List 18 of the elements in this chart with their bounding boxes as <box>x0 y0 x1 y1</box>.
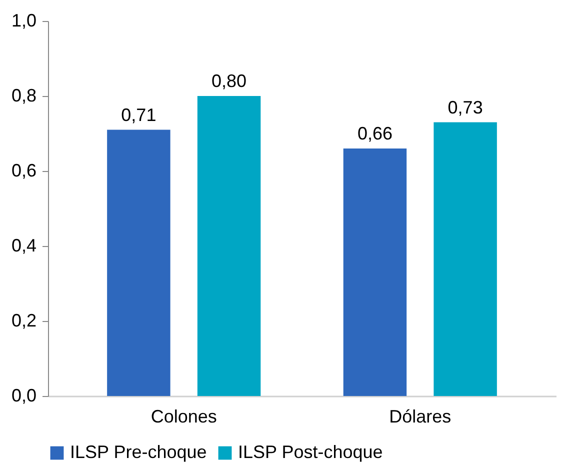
legend-label: ILSP Post-choque <box>238 442 383 462</box>
y-tick-label: 1,0 <box>11 10 36 30</box>
data-label: 0,73 <box>448 97 483 118</box>
bar <box>434 122 497 396</box>
x-tick-label: Dólares <box>389 406 452 426</box>
y-tick-label: 0,0 <box>11 386 36 406</box>
y-tick-label: 0,8 <box>11 86 36 106</box>
bar <box>197 96 261 396</box>
legend-label: ILSP Pre-choque <box>70 442 207 462</box>
y-tick-label: 0,6 <box>11 160 36 180</box>
y-tick-label: 0,2 <box>11 310 36 330</box>
data-label: 0,71 <box>121 104 156 125</box>
bar <box>343 148 407 396</box>
y-tick-label: 0,4 <box>11 236 36 256</box>
data-label: 0,80 <box>212 71 247 91</box>
data-label: 0,66 <box>357 124 392 144</box>
bar <box>107 130 170 396</box>
x-tick-label: Colones <box>150 406 217 426</box>
